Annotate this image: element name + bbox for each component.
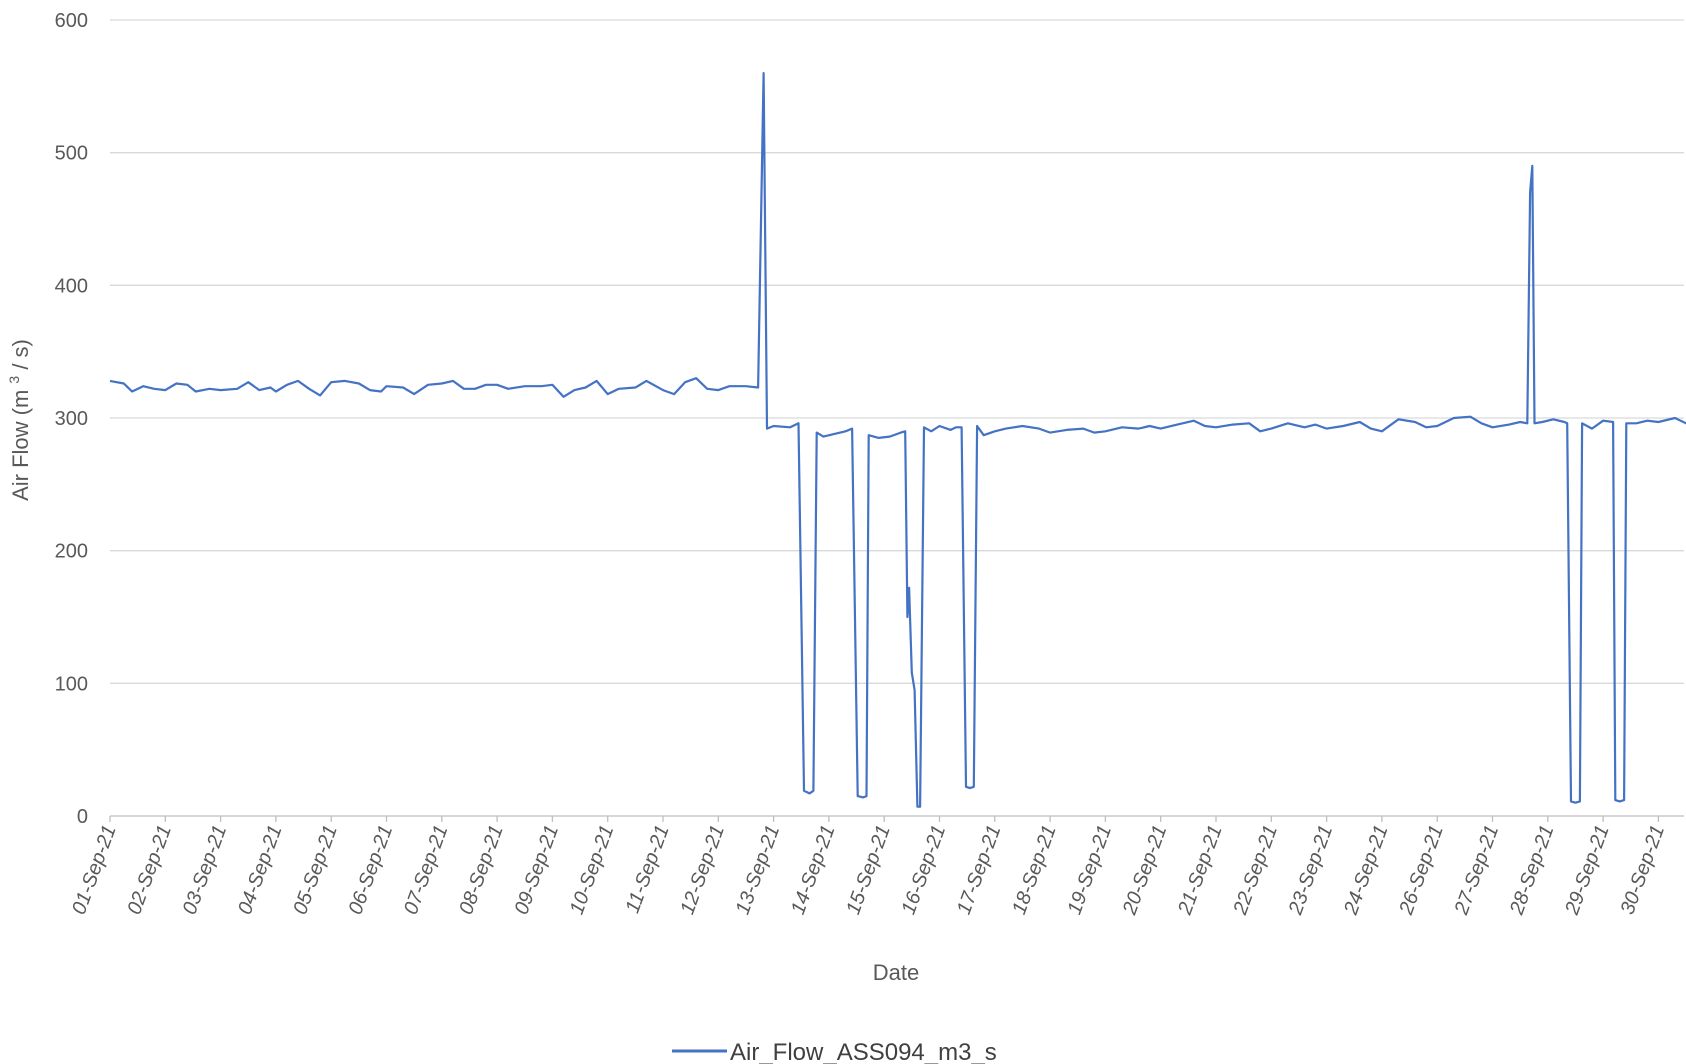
y-axis-title: Air Flow (m 3 / s) [6,339,33,501]
x-tick-label: 02-Sep-21 [123,822,176,917]
x-tick-label: 16-Sep-21 [898,822,951,917]
x-tick-label: 05-Sep-21 [289,822,342,917]
y-axis-title-prefix: Air Flow (m [8,384,33,501]
x-axis-tick-labels: 01-Sep-21 02-Sep-21 03-Sep-21 04-Sep-21 05-S… [68,816,1669,918]
x-tick-label: 30-Sep-21 [1616,822,1669,917]
x-tick-label: 09-Sep-21 [510,822,563,917]
x-tick-label: 18-Sep-21 [1008,822,1061,917]
x-tick-label: 20-Sep-21 [1118,822,1171,918]
x-tick-label: 03-Sep-21 [179,822,232,917]
x-tick-label: 26-Sep-21 [1395,822,1448,918]
x-tick-label: 21-Sep-21 [1174,822,1227,918]
y-tick-label: 300 [55,408,88,430]
x-tick-label: 24-Sep-21 [1340,822,1393,918]
x-tick-label: 07-Sep-21 [400,822,453,917]
x-tick-label: 11-Sep-21 [622,822,674,916]
y-tick-label: 200 [55,541,88,563]
x-tick-label: 04-Sep-21 [234,822,287,917]
x-tick-label: 22-Sep-21 [1229,822,1282,918]
y-tick-label: 600 [55,10,88,32]
x-tick-label: 17-Sep-21 [953,822,1006,917]
y-axis-title-suffix: / s) [8,339,33,376]
series-line-air-flow [109,72,1686,808]
x-tick-label: 13-Sep-21 [732,822,785,917]
x-tick-label: 29-Sep-21 [1561,822,1614,918]
x-tick-label: 10-Sep-21 [566,822,619,917]
x-tick-label: 28-Sep-21 [1506,822,1559,918]
y-axis-title-superscript: 3 [6,376,22,384]
x-tick-label: 19-Sep-21 [1063,822,1116,917]
x-tick-label: 06-Sep-21 [345,822,398,917]
x-tick-label: 01-Sep-21 [68,822,121,917]
x-axis-title: Date [873,960,919,985]
x-tick-label: 08-Sep-21 [455,822,508,917]
y-axis-tick-labels: 0 100 200 300 400 500 600 [55,10,88,828]
legend-label-air-flow: Air_Flow_ASS094_m3_s [730,1039,997,1064]
series-layer [109,72,1686,808]
x-tick-label: 14-Sep-21 [787,822,840,917]
legend: Air_Flow_ASS094_m3_s [672,1039,997,1064]
x-tick-label: 15-Sep-21 [842,822,895,917]
x-tick-label: 12-Sep-21 [676,822,729,917]
x-tick-label: 27-Sep-21 [1450,822,1503,918]
gridlines [110,19,1684,817]
y-tick-label: 0 [77,806,88,828]
y-tick-label: 500 [55,143,88,165]
x-tick-label: 23-Sep-21 [1284,822,1337,918]
y-tick-label: 400 [55,275,88,297]
y-tick-label: 100 [55,673,88,695]
